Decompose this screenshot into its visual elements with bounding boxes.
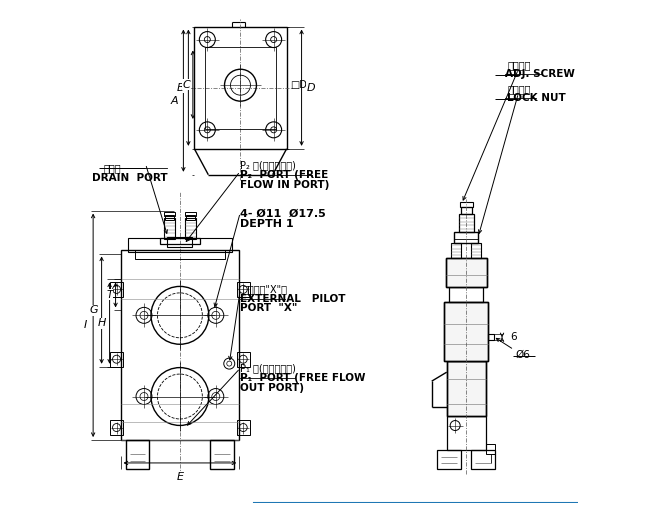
Text: DEPTH 1: DEPTH 1: [240, 219, 294, 229]
Bar: [451, 242, 461, 259]
Text: ADJ. SCREW: ADJ. SCREW: [505, 69, 574, 79]
Text: D: D: [306, 83, 315, 93]
Text: DRAIN  PORT: DRAIN PORT: [92, 173, 168, 183]
Text: P₂ 口(自由流入口): P₂ 口(自由流入口): [240, 160, 296, 170]
Bar: [110, 282, 123, 297]
Bar: [445, 259, 486, 287]
Bar: [445, 259, 486, 287]
Bar: [160, 238, 200, 243]
Bar: [211, 440, 234, 469]
Text: 浅流口: 浅流口: [103, 163, 121, 173]
Bar: [447, 416, 486, 450]
Text: 調節螺絲: 調節螺絲: [507, 60, 531, 70]
Text: T: T: [107, 290, 113, 300]
Text: E: E: [176, 472, 184, 482]
Text: G: G: [89, 305, 99, 315]
Bar: [437, 450, 461, 469]
Bar: [165, 214, 174, 220]
Bar: [486, 444, 495, 454]
Text: PORT  "X": PORT "X": [240, 303, 297, 313]
Text: P₁ 口(自由流出口): P₁ 口(自由流出口): [240, 363, 296, 373]
Bar: [126, 440, 149, 469]
Bar: [128, 238, 232, 252]
Bar: [447, 361, 486, 416]
Text: 外部引導"X"口: 外部引導"X"口: [242, 284, 288, 295]
Text: A: A: [170, 96, 178, 105]
Bar: [237, 420, 250, 435]
Bar: [164, 211, 175, 215]
Bar: [471, 450, 495, 469]
Text: B: B: [176, 83, 184, 93]
Text: 4- Ø11  Ø17.5: 4- Ø11 Ø17.5: [240, 208, 326, 219]
Bar: [237, 282, 250, 297]
Text: FLOW IN PORT): FLOW IN PORT): [240, 179, 330, 190]
Bar: [164, 218, 175, 238]
Bar: [444, 302, 488, 361]
Bar: [471, 242, 481, 259]
Bar: [447, 361, 486, 416]
Bar: [205, 47, 276, 129]
Bar: [449, 287, 483, 302]
Bar: [167, 237, 192, 247]
Bar: [444, 302, 488, 361]
Bar: [454, 232, 478, 242]
Bar: [185, 218, 196, 238]
Text: P₂  PORT (FREE: P₂ PORT (FREE: [240, 170, 328, 179]
Bar: [460, 202, 472, 207]
Bar: [237, 352, 250, 367]
Bar: [185, 211, 196, 215]
Bar: [120, 249, 240, 440]
Bar: [134, 249, 225, 260]
Text: P₁  PORT (FREE FLOW: P₁ PORT (FREE FLOW: [240, 373, 366, 383]
Text: H: H: [98, 318, 107, 328]
Bar: [461, 207, 472, 214]
Bar: [194, 26, 287, 149]
Text: EXTERNAL   PILOT: EXTERNAL PILOT: [240, 295, 345, 304]
Bar: [186, 214, 195, 220]
Bar: [110, 420, 123, 435]
Text: C: C: [182, 80, 190, 90]
Text: I: I: [84, 320, 87, 330]
Text: 固定螺帽: 固定螺帽: [507, 84, 531, 94]
Bar: [488, 334, 494, 340]
Text: 6: 6: [511, 332, 517, 342]
Bar: [110, 352, 123, 367]
Bar: [459, 214, 474, 232]
Text: □D: □D: [291, 80, 307, 90]
Text: OUT PORT): OUT PORT): [240, 383, 304, 393]
Text: LOCK NUT: LOCK NUT: [507, 93, 565, 103]
Text: Ø6: Ø6: [515, 350, 530, 360]
